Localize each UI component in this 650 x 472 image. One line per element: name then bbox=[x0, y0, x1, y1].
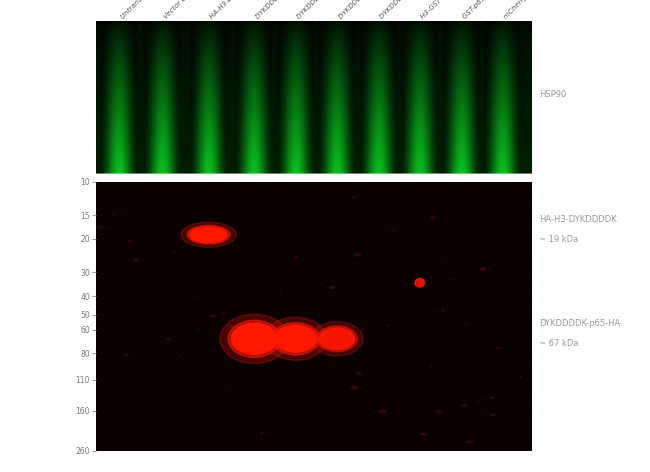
Ellipse shape bbox=[105, 377, 108, 378]
Ellipse shape bbox=[355, 254, 360, 256]
Ellipse shape bbox=[327, 364, 332, 366]
Ellipse shape bbox=[463, 322, 468, 325]
Ellipse shape bbox=[379, 410, 385, 413]
Ellipse shape bbox=[490, 414, 494, 416]
Ellipse shape bbox=[174, 251, 176, 252]
Ellipse shape bbox=[166, 338, 170, 340]
Ellipse shape bbox=[320, 328, 354, 350]
Ellipse shape bbox=[462, 405, 467, 406]
Ellipse shape bbox=[430, 217, 434, 219]
Ellipse shape bbox=[228, 325, 233, 327]
Ellipse shape bbox=[211, 315, 215, 317]
Ellipse shape bbox=[393, 230, 396, 232]
Ellipse shape bbox=[220, 314, 289, 363]
Ellipse shape bbox=[436, 411, 441, 413]
Ellipse shape bbox=[357, 194, 359, 195]
Ellipse shape bbox=[150, 388, 154, 390]
Ellipse shape bbox=[330, 286, 335, 288]
Text: DYKDDDDK-p65-HA (20 μg): DYKDDDDK-p65-HA (20 μg) bbox=[296, 0, 369, 20]
Ellipse shape bbox=[351, 386, 358, 389]
Ellipse shape bbox=[357, 372, 361, 374]
Ellipse shape bbox=[124, 354, 129, 356]
Ellipse shape bbox=[135, 259, 138, 261]
Ellipse shape bbox=[317, 326, 357, 352]
Ellipse shape bbox=[491, 397, 494, 398]
Ellipse shape bbox=[261, 432, 263, 434]
Text: GST-p65 (40 μg): GST-p65 (40 μg) bbox=[461, 0, 506, 20]
Ellipse shape bbox=[294, 257, 298, 258]
Ellipse shape bbox=[190, 227, 227, 243]
Ellipse shape bbox=[450, 278, 455, 280]
Ellipse shape bbox=[415, 278, 424, 287]
Ellipse shape bbox=[220, 312, 224, 313]
Ellipse shape bbox=[98, 226, 103, 228]
Ellipse shape bbox=[387, 324, 389, 325]
Ellipse shape bbox=[181, 222, 237, 247]
Ellipse shape bbox=[128, 240, 131, 242]
Text: DYKDDDDK-p65-HA (7.5 μg): DYKDDDDK-p65-HA (7.5 μg) bbox=[378, 0, 452, 20]
Text: DYKDDDDK-p65-HA (40 μg): DYKDDDDK-p65-HA (40 μg) bbox=[254, 0, 327, 20]
Ellipse shape bbox=[187, 225, 230, 244]
Ellipse shape bbox=[467, 441, 471, 442]
Ellipse shape bbox=[228, 320, 281, 357]
Ellipse shape bbox=[179, 355, 181, 356]
Text: H3-GST (40 μg): H3-GST (40 μg) bbox=[420, 0, 463, 20]
Ellipse shape bbox=[429, 365, 433, 367]
Text: HSP90: HSP90 bbox=[539, 90, 566, 99]
Ellipse shape bbox=[265, 317, 327, 360]
Ellipse shape bbox=[196, 329, 199, 330]
Ellipse shape bbox=[421, 433, 426, 435]
Ellipse shape bbox=[112, 215, 115, 216]
Text: HA-H3-DYKDDDDK: HA-H3-DYKDDDDK bbox=[539, 215, 617, 224]
Ellipse shape bbox=[441, 310, 445, 311]
Ellipse shape bbox=[155, 358, 157, 359]
Ellipse shape bbox=[350, 196, 356, 199]
Text: Vector Only (40 μg): Vector Only (40 μg) bbox=[162, 0, 216, 20]
Ellipse shape bbox=[496, 347, 500, 349]
Ellipse shape bbox=[275, 325, 317, 352]
Ellipse shape bbox=[252, 338, 254, 339]
Ellipse shape bbox=[443, 257, 444, 258]
Ellipse shape bbox=[257, 322, 260, 323]
Ellipse shape bbox=[272, 323, 319, 355]
Text: Untransfected (40 μg): Untransfected (40 μg) bbox=[119, 0, 179, 20]
Text: HA-H3-DYKDDDDK (40 μg): HA-H3-DYKDDDDK (40 μg) bbox=[209, 0, 279, 20]
Ellipse shape bbox=[231, 323, 277, 354]
Text: ~ 67 kDa: ~ 67 kDa bbox=[539, 339, 578, 348]
Ellipse shape bbox=[311, 321, 363, 356]
Ellipse shape bbox=[291, 355, 296, 357]
Text: mCherry-GST (40 μg): mCherry-GST (40 μg) bbox=[502, 0, 560, 20]
Ellipse shape bbox=[480, 268, 485, 270]
Text: DYKDDDDK-p65-HA (10 μg): DYKDDDDK-p65-HA (10 μg) bbox=[337, 0, 410, 20]
Text: DYKDDDDK-p65-HA: DYKDDDDK-p65-HA bbox=[539, 319, 620, 328]
Text: ~ 19 kDa: ~ 19 kDa bbox=[539, 235, 578, 244]
